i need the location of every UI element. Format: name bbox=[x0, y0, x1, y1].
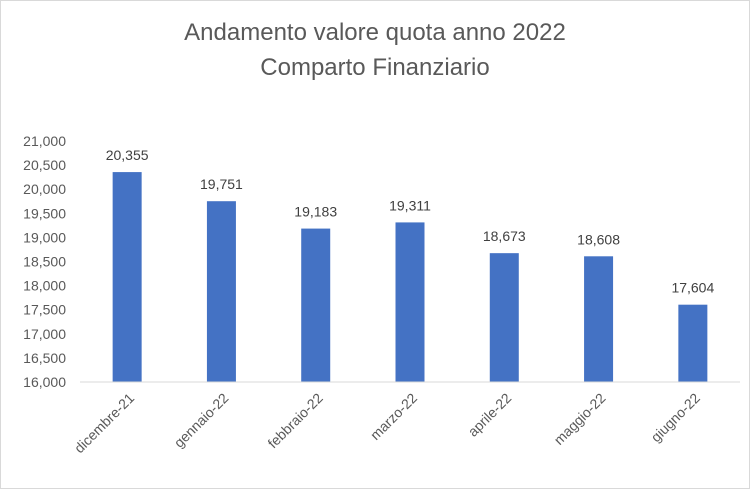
bar-dicembre-21 bbox=[112, 172, 142, 382]
data-label-giugno-22: 17,604 bbox=[671, 280, 714, 296]
bar-gennaio-22 bbox=[206, 201, 236, 382]
chart-title: Andamento valore quota anno 2022 bbox=[184, 19, 566, 46]
x-tick-label-dicembre-21: dicembre-21 bbox=[71, 390, 137, 456]
data-label-gennaio-22: 19,751 bbox=[200, 176, 243, 192]
x-tick-label-maggio-22: maggio-22 bbox=[551, 390, 609, 448]
x-tick-label-gennaio-22: gennaio-22 bbox=[171, 390, 232, 451]
y-axis-ticks: 16,000 16,500 17,000 17,500 18,000 18,500 19,0… bbox=[23, 133, 66, 390]
y-tick-label: 19,500 bbox=[23, 205, 66, 221]
y-tick-label: 21,000 bbox=[23, 133, 66, 149]
x-tick-label-giugno-22: giugno-22 bbox=[648, 390, 704, 446]
y-tick-label: 19,000 bbox=[23, 229, 66, 245]
data-label-maggio-22: 18,608 bbox=[577, 231, 620, 247]
y-tick-label: 18,500 bbox=[23, 254, 66, 270]
y-tick-label: 20,000 bbox=[23, 181, 66, 197]
data-label-febbraio-22: 19,183 bbox=[294, 204, 337, 220]
bar-febbraio-22 bbox=[301, 228, 331, 382]
data-label-dicembre-21: 20,355 bbox=[106, 147, 149, 163]
y-tick-label: 17,000 bbox=[23, 326, 66, 342]
x-tick-label-febbraio-22: febbraio-22 bbox=[264, 390, 326, 452]
bar-maggio-22 bbox=[584, 256, 614, 382]
y-tick-label: 16,000 bbox=[23, 374, 66, 390]
bar-aprile-22 bbox=[489, 253, 519, 382]
bar-marzo-22 bbox=[395, 222, 425, 382]
chart-subtitle: Comparto Finanziario bbox=[260, 54, 490, 81]
x-tick-label-aprile-22: aprile-22 bbox=[465, 390, 515, 440]
y-tick-label: 18,000 bbox=[23, 278, 66, 294]
x-tick-label-marzo-22: marzo-22 bbox=[367, 390, 420, 443]
bar-giugno-22 bbox=[678, 304, 708, 382]
bars bbox=[112, 172, 708, 382]
y-tick-label: 20,500 bbox=[23, 157, 66, 173]
x-axis-ticks: dicembre-21 gennaio-22 febbraio-22 marzo-22… bbox=[71, 390, 703, 456]
data-label-aprile-22: 18,673 bbox=[483, 228, 526, 244]
y-tick-label: 17,500 bbox=[23, 302, 66, 318]
data-labels: 20,355 19,751 19,183 19,311 18,673 18,608 17,6… bbox=[106, 147, 715, 296]
y-tick-label: 16,500 bbox=[23, 350, 66, 366]
data-label-marzo-22: 19,311 bbox=[389, 197, 431, 213]
